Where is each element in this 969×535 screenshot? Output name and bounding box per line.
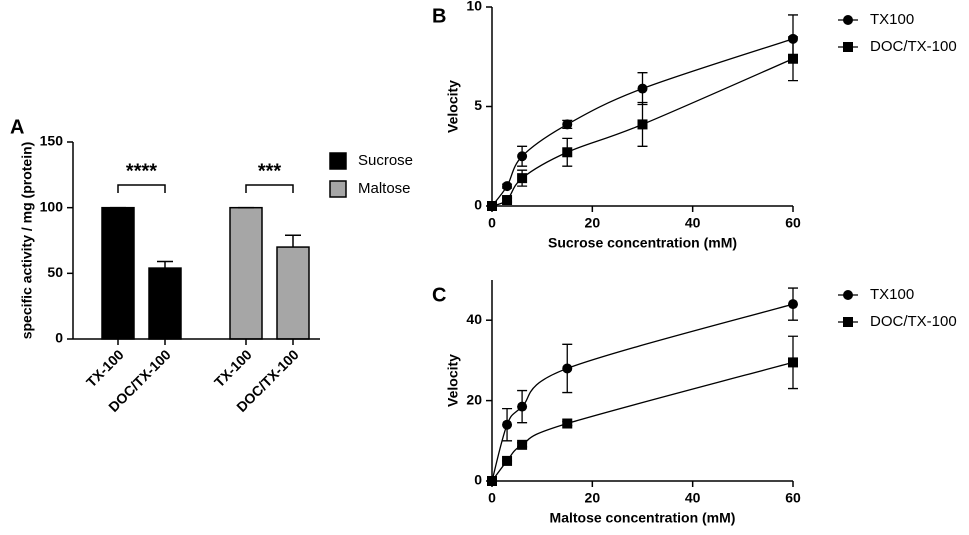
data-point	[502, 419, 513, 430]
x-axis-label: Maltose concentration (mM)	[550, 510, 736, 526]
bar	[101, 206, 135, 340]
y-axis-label: specific activity / mg (protein)	[19, 142, 35, 340]
x-tick-label: TX-100	[83, 346, 127, 390]
legend-marker	[843, 317, 853, 327]
data-point	[562, 147, 573, 158]
data-point	[788, 53, 798, 64]
y-tick-label: 5	[474, 97, 482, 113]
x-tick-label: 60	[785, 215, 801, 231]
legend-marker	[843, 15, 853, 25]
data-point	[502, 195, 513, 206]
bar	[148, 267, 182, 340]
y-tick-label: 50	[47, 264, 63, 280]
x-tick-label: 20	[585, 215, 601, 231]
x-tick-label: 40	[685, 215, 701, 231]
y-tick-label: 0	[55, 330, 63, 346]
legend-label: DOC/TX-100	[870, 313, 957, 330]
y-tick-label: 10	[466, 0, 482, 14]
data-point	[517, 173, 528, 184]
y-axis-label: Velocity	[445, 80, 461, 133]
x-tick-label: 20	[585, 490, 601, 506]
data-point	[637, 119, 648, 130]
y-tick-label: 20	[466, 391, 482, 407]
fit-curve	[491, 303, 794, 482]
legend-label: DOC/TX-100	[870, 38, 957, 55]
panel-label: C	[432, 284, 446, 306]
x-axis-label: Sucrose concentration (mM)	[548, 235, 737, 251]
legend-swatch	[329, 180, 347, 198]
data-point	[788, 299, 798, 310]
legend-label: Maltose	[358, 180, 411, 197]
data-point	[517, 401, 528, 412]
x-tick-label: 60	[785, 490, 801, 506]
x-tick-label: TX-100	[211, 346, 255, 390]
y-tick-label: 100	[40, 198, 64, 214]
significance-label: ****	[126, 160, 157, 182]
x-tick-label: 0	[488, 215, 496, 231]
legend-marker	[843, 290, 853, 300]
data-point	[562, 119, 573, 130]
panel-label: A	[10, 116, 24, 138]
fit-curve	[491, 361, 794, 482]
x-tick-label: 40	[685, 490, 701, 506]
bar	[229, 206, 263, 340]
error-bar	[285, 234, 301, 248]
data-point	[487, 201, 497, 211]
data-point	[562, 418, 573, 429]
data-point	[502, 181, 513, 192]
significance-bracket	[117, 184, 166, 193]
data-point	[788, 357, 798, 368]
legend-swatch	[329, 152, 347, 170]
significance-bracket	[245, 184, 294, 193]
y-tick-label: 40	[466, 311, 482, 327]
y-tick-label: 150	[40, 133, 64, 149]
bar	[276, 246, 310, 340]
error-bar	[157, 260, 173, 269]
panel-label: B	[432, 5, 446, 27]
legend-label: Sucrose	[358, 152, 413, 169]
data-point	[517, 439, 528, 450]
legend-marker	[843, 42, 853, 52]
data-point	[517, 151, 528, 162]
legend-label: TX100	[870, 11, 914, 28]
data-point	[502, 455, 513, 466]
y-tick-label: 0	[474, 472, 482, 488]
x-tick-label: 0	[488, 490, 496, 506]
data-point	[562, 363, 573, 374]
data-point	[637, 83, 648, 94]
y-axis-label: Velocity	[445, 354, 461, 407]
significance-label: ***	[258, 160, 282, 182]
data-point	[487, 476, 497, 486]
legend-label: TX100	[870, 286, 914, 303]
y-tick-label: 0	[474, 197, 482, 213]
